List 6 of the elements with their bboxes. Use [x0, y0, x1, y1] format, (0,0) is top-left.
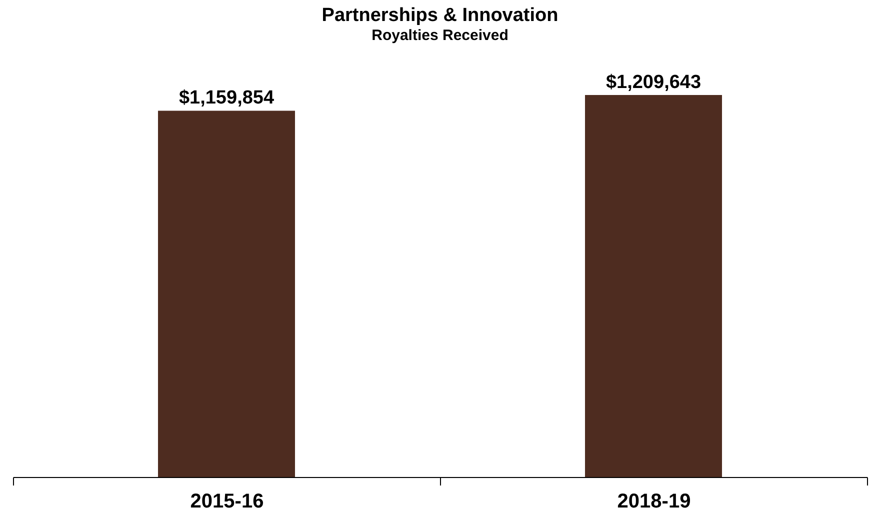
x-tick-label: 2018-19	[617, 490, 691, 512]
data-label: $1,209,643	[606, 72, 702, 93]
chart-title: Partnerships & Innovation	[322, 5, 558, 26]
x-tick-label: 2015-16	[190, 490, 264, 512]
data-label: $1,159,854	[178, 88, 274, 109]
chart-subtitle: Royalties Received	[372, 27, 508, 44]
